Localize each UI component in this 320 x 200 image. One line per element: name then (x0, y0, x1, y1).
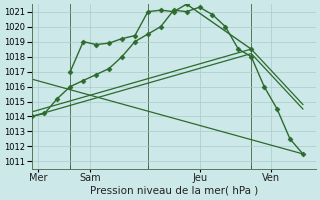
X-axis label: Pression niveau de la mer( hPa ): Pression niveau de la mer( hPa ) (90, 186, 258, 196)
